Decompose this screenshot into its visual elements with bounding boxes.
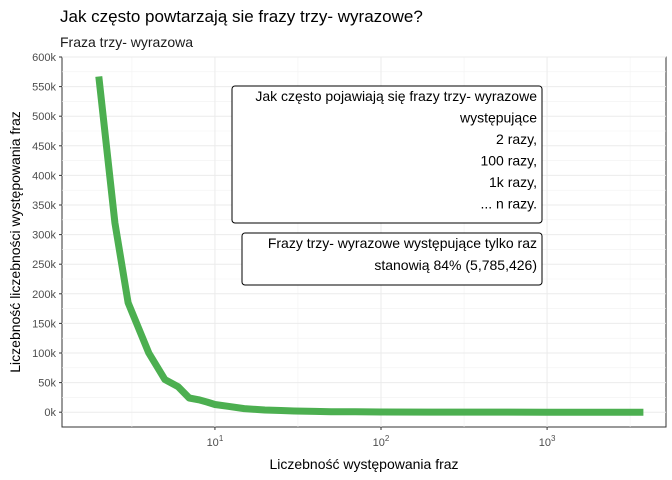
- y-tick-label: 200k: [32, 289, 56, 301]
- chart-title: Jak często powtarzają sie frazy trzy- wy…: [60, 7, 423, 26]
- annotation-line: 1k razy,: [489, 174, 537, 190]
- y-axis: 0k 50k 100k 150k 200k 250k 300k 350k 400k 450k 500…: [32, 52, 62, 419]
- series-layer: [95, 76, 644, 416]
- annotation-line: stanowią 84% (5,785,426): [374, 257, 537, 273]
- y-tick-label: 400k: [32, 170, 56, 182]
- x-tick-label: 101: [207, 434, 224, 449]
- annotation-line: 2 razy,: [496, 131, 537, 147]
- annotation-frame: [241, 232, 543, 286]
- series-line-0: [95, 76, 644, 416]
- y-tick-label: 0k: [44, 407, 56, 419]
- annotation-line: Jak często pojawiają się frazy trzy- wyr…: [255, 88, 537, 104]
- chart-subtitle: Fraza trzy- wyrazowa: [60, 34, 194, 50]
- x-tick-label: 102: [373, 434, 390, 449]
- y-tick-label: 250k: [32, 259, 56, 271]
- y-tick-label: 550k: [32, 82, 56, 94]
- annotation-line: występujące: [459, 110, 537, 126]
- y-axis-title: Liczebność liczebności występowania fraz: [7, 111, 23, 372]
- x-axis-title: Liczebność występowania fraz: [269, 456, 458, 472]
- y-tick-label: 150k: [32, 318, 56, 330]
- annotation-box-share: Frazy trzy- wyrazowe występujące tylko r…: [241, 232, 543, 286]
- y-tick-label: 350k: [32, 200, 56, 212]
- annotation-frame: [231, 85, 543, 224]
- x-axis: 101 102 103: [207, 427, 556, 449]
- annotation-line: ... n razy.: [480, 196, 537, 212]
- y-tick-label: 450k: [32, 141, 56, 153]
- y-tick-label: 500k: [32, 111, 56, 123]
- x-tick-label: 103: [539, 434, 556, 449]
- annotation-line: 100 razy,: [480, 153, 537, 169]
- y-tick-label: 100k: [32, 348, 56, 360]
- annotation-box-frequency: Jak często pojawiają się frazy trzy- wyr…: [231, 85, 543, 224]
- y-tick-label: 50k: [38, 378, 56, 390]
- y-tick-label: 600k: [32, 52, 56, 64]
- y-tick-label: 300k: [32, 230, 56, 242]
- annotation-line: Frazy trzy- wyrazowe występujące tylko r…: [268, 235, 537, 251]
